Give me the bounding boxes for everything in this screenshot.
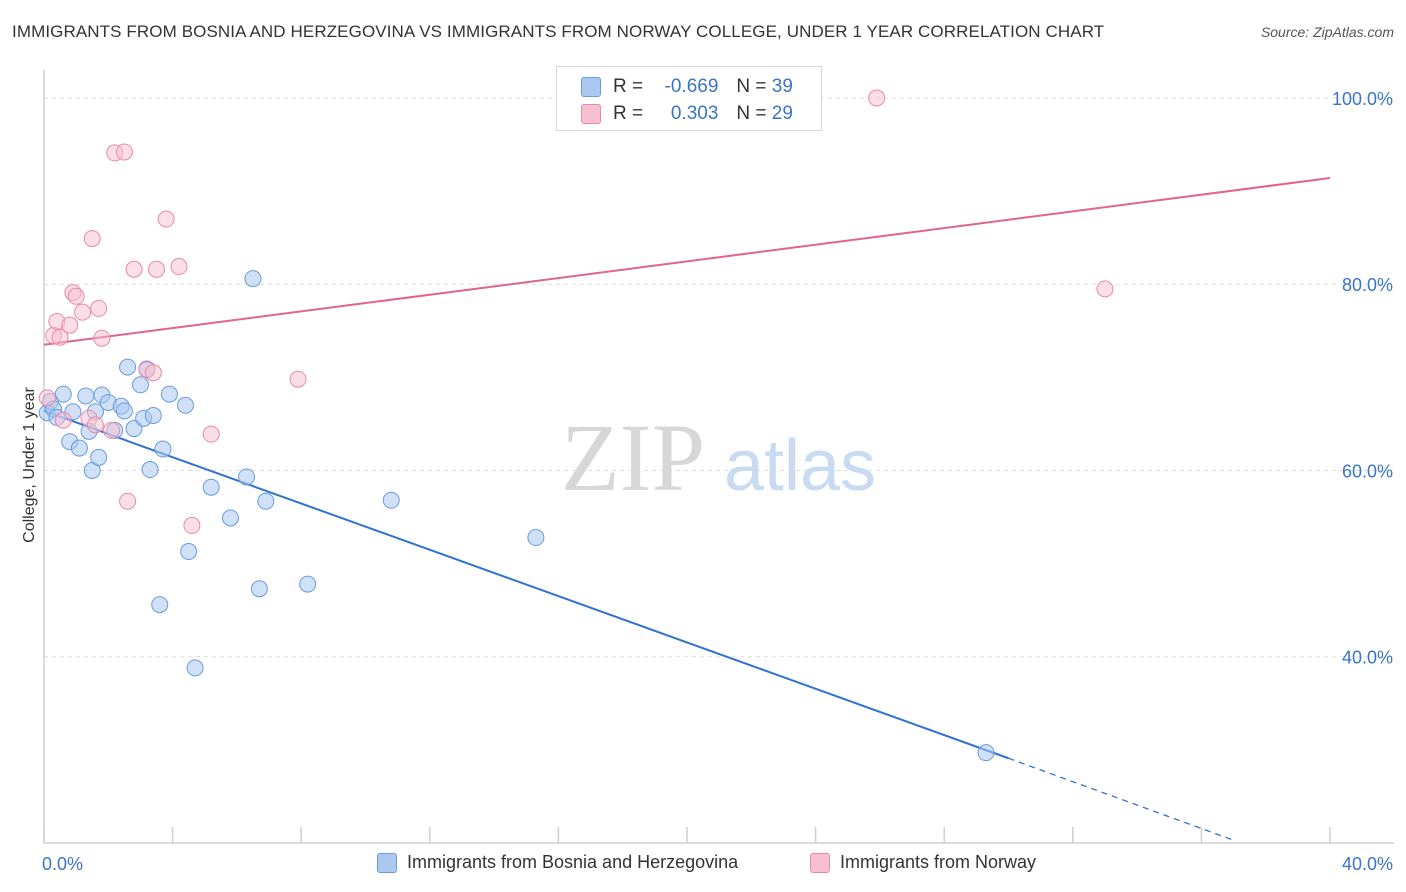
legend-row-bosnia: R = -0.669 N = 39 [581, 75, 793, 99]
legend-r-label: R = [613, 76, 644, 97]
point-bosnia [221, 509, 239, 527]
point-bosnia [160, 385, 178, 403]
legend-row-norway: R = 0.303 N = 29 [581, 102, 793, 126]
legend-n-label: N = [736, 76, 767, 97]
legend-r-label: R = [613, 103, 644, 124]
legend-r-value-norway: 0.303 [670, 103, 719, 124]
point-bosnia [119, 358, 137, 376]
point-norway [61, 316, 79, 334]
bottom-legend-norway: Immigrants from Norway [810, 852, 1036, 873]
point-norway [144, 364, 162, 382]
point-bosnia [144, 407, 162, 425]
point-bosnia [202, 478, 220, 496]
legend-swatch-bosnia [581, 77, 601, 97]
point-norway [119, 492, 137, 510]
point-bosnia [299, 575, 317, 593]
y-tick-label: 100.0% [1332, 89, 1393, 109]
bottom-legend-swatch-bosnia [377, 852, 397, 873]
trend-lines [43, 177, 1331, 841]
point-norway [157, 210, 175, 228]
watermark-zip: ZIP [561, 404, 705, 511]
point-norway [93, 329, 111, 347]
gridlines [44, 97, 1394, 658]
bottom-legend-label-bosnia: Immigrants from Bosnia and Herzegovina [407, 852, 739, 872]
point-bosnia [141, 461, 159, 479]
point-norway [289, 370, 307, 388]
point-norway [183, 516, 201, 534]
bottom-legend-bosnia: Immigrants from Bosnia and Herzegovina [377, 852, 738, 873]
point-norway [202, 425, 220, 443]
point-bosnia [77, 387, 95, 405]
bottom-legend-label-norway: Immigrants from Norway [840, 852, 1037, 872]
series-norway-points [38, 89, 1114, 534]
point-bosnia [382, 491, 400, 509]
point-bosnia [257, 492, 275, 510]
point-norway [74, 303, 92, 321]
watermark-atlas: atlas [724, 426, 876, 506]
point-norway [1096, 280, 1114, 298]
y-tick-label: 80.0% [1342, 275, 1393, 295]
legend-n-value-norway: 29 [771, 103, 793, 124]
point-bosnia [115, 402, 133, 420]
x-tick-labels: 0.0% 40.0% [42, 854, 1393, 874]
point-bosnia [250, 580, 268, 598]
point-norway [51, 328, 69, 346]
point-bosnia [244, 270, 262, 288]
point-norway [54, 411, 72, 429]
point-norway [38, 389, 56, 407]
point-bosnia [154, 440, 172, 458]
source-label: Source: ZipAtlas.com [1260, 24, 1394, 40]
point-norway [170, 258, 188, 276]
legend-n-label: N = [736, 103, 767, 124]
x-tick-label: 0.0% [42, 854, 83, 874]
axes [43, 70, 1394, 844]
correlation-legend: R = -0.669 N = 39 R = 0.303 N = 29 [556, 66, 822, 131]
chart-title: IMMIGRANTS FROM BOSNIA AND HERZEGOVINA V… [12, 22, 1105, 41]
bottom-legend-swatch-norway [810, 852, 830, 873]
x-tick-label: 40.0% [1342, 854, 1393, 874]
series-bosnia-points [38, 270, 995, 762]
watermark: ZIP atlas [561, 404, 876, 511]
legend-swatch-norway [581, 104, 601, 124]
legend-n-value-bosnia: 39 [771, 76, 793, 97]
point-norway [90, 299, 108, 317]
point-norway [115, 143, 133, 161]
point-norway [67, 287, 85, 305]
y-tick-label: 60.0% [1342, 461, 1393, 481]
trend-line-bosnia [43, 409, 1009, 760]
point-norway [103, 421, 121, 439]
trend-line-norway [43, 177, 1331, 346]
point-bosnia [131, 376, 149, 394]
point-norway [868, 89, 886, 107]
trend-line-bosnia-extension [1008, 757, 1234, 841]
point-norway [125, 260, 143, 278]
point-norway [148, 260, 166, 278]
point-norway [86, 416, 104, 434]
point-bosnia [70, 439, 88, 457]
point-bosnia [176, 396, 194, 414]
y-tick-labels: 40.0% 60.0% 80.0% 100.0% [1332, 89, 1393, 668]
point-bosnia [527, 529, 545, 547]
point-bosnia [54, 385, 72, 403]
y-tick-label: 40.0% [1342, 648, 1393, 668]
point-bosnia [186, 659, 204, 677]
point-bosnia [90, 448, 108, 466]
legend-r-value-bosnia: -0.669 [664, 76, 719, 97]
point-bosnia [238, 468, 256, 486]
point-bosnia [977, 744, 995, 762]
point-bosnia [180, 542, 198, 560]
point-bosnia [151, 596, 169, 614]
point-norway [83, 230, 101, 248]
